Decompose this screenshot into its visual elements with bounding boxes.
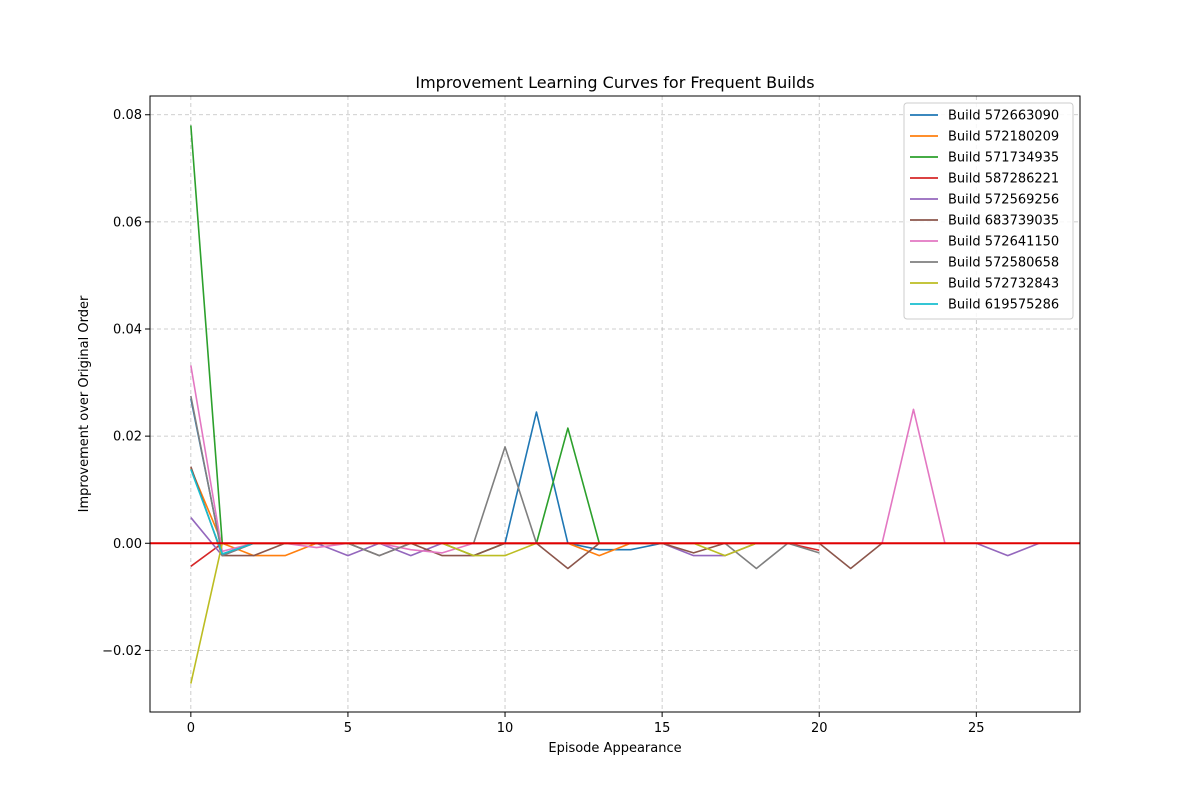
x-tick-label: 20 xyxy=(811,721,828,736)
legend-entry: Build 683739035 xyxy=(948,214,1059,229)
legend-entry: Build 572180209 xyxy=(948,130,1059,145)
y-axis-label: Improvement over Original Order xyxy=(77,295,92,512)
legend-entry: Build 572663090 xyxy=(948,109,1059,124)
series-layer xyxy=(150,125,1080,684)
series-line-10 xyxy=(190,469,254,555)
x-tick-label: 10 xyxy=(497,721,514,736)
x-axis-ticks: 0 5 10 15 20 25 xyxy=(187,712,985,736)
y-axis-ticks: −0.02 0.00 0.02 0.04 0.06 0.08 xyxy=(102,108,150,659)
legend-entry: Build 571734935 xyxy=(948,151,1059,166)
series-line-9 xyxy=(190,542,757,684)
legend-entry: Build 619575286 xyxy=(948,298,1059,313)
legend-entry: Build 572580658 xyxy=(948,256,1059,271)
x-tick-label: 0 xyxy=(187,721,195,736)
legend-entry: Build 572569256 xyxy=(948,193,1059,208)
legend-entry: Build 572732843 xyxy=(948,277,1059,292)
y-tick-label: 0.04 xyxy=(113,323,142,338)
x-axis-label: Episode Appearance xyxy=(548,741,681,756)
x-tick-label: 25 xyxy=(968,721,985,736)
y-tick-label: 0.06 xyxy=(113,215,142,230)
series-line-1 xyxy=(190,398,663,555)
legend-entry: Build 587286221 xyxy=(948,172,1059,187)
series-line-6 xyxy=(190,466,883,570)
y-tick-label: −0.02 xyxy=(102,644,142,659)
series-line-7 xyxy=(190,365,946,554)
legend-box xyxy=(903,102,1074,320)
series-line-3 xyxy=(190,125,601,557)
legend: Build 572663090 Build 572180209 Build 5717… xyxy=(903,102,1074,320)
y-tick-label: 0.00 xyxy=(113,537,142,552)
plot-frame xyxy=(149,95,1081,713)
chart-title: Improvement Learning Curves for Frequent… xyxy=(415,73,814,92)
y-tick-label: 0.02 xyxy=(113,430,142,445)
x-tick-label: 5 xyxy=(344,721,352,736)
x-tick-label: 15 xyxy=(654,721,671,736)
legend-entry: Build 572641150 xyxy=(948,235,1059,250)
y-tick-label: 0.08 xyxy=(113,108,142,123)
